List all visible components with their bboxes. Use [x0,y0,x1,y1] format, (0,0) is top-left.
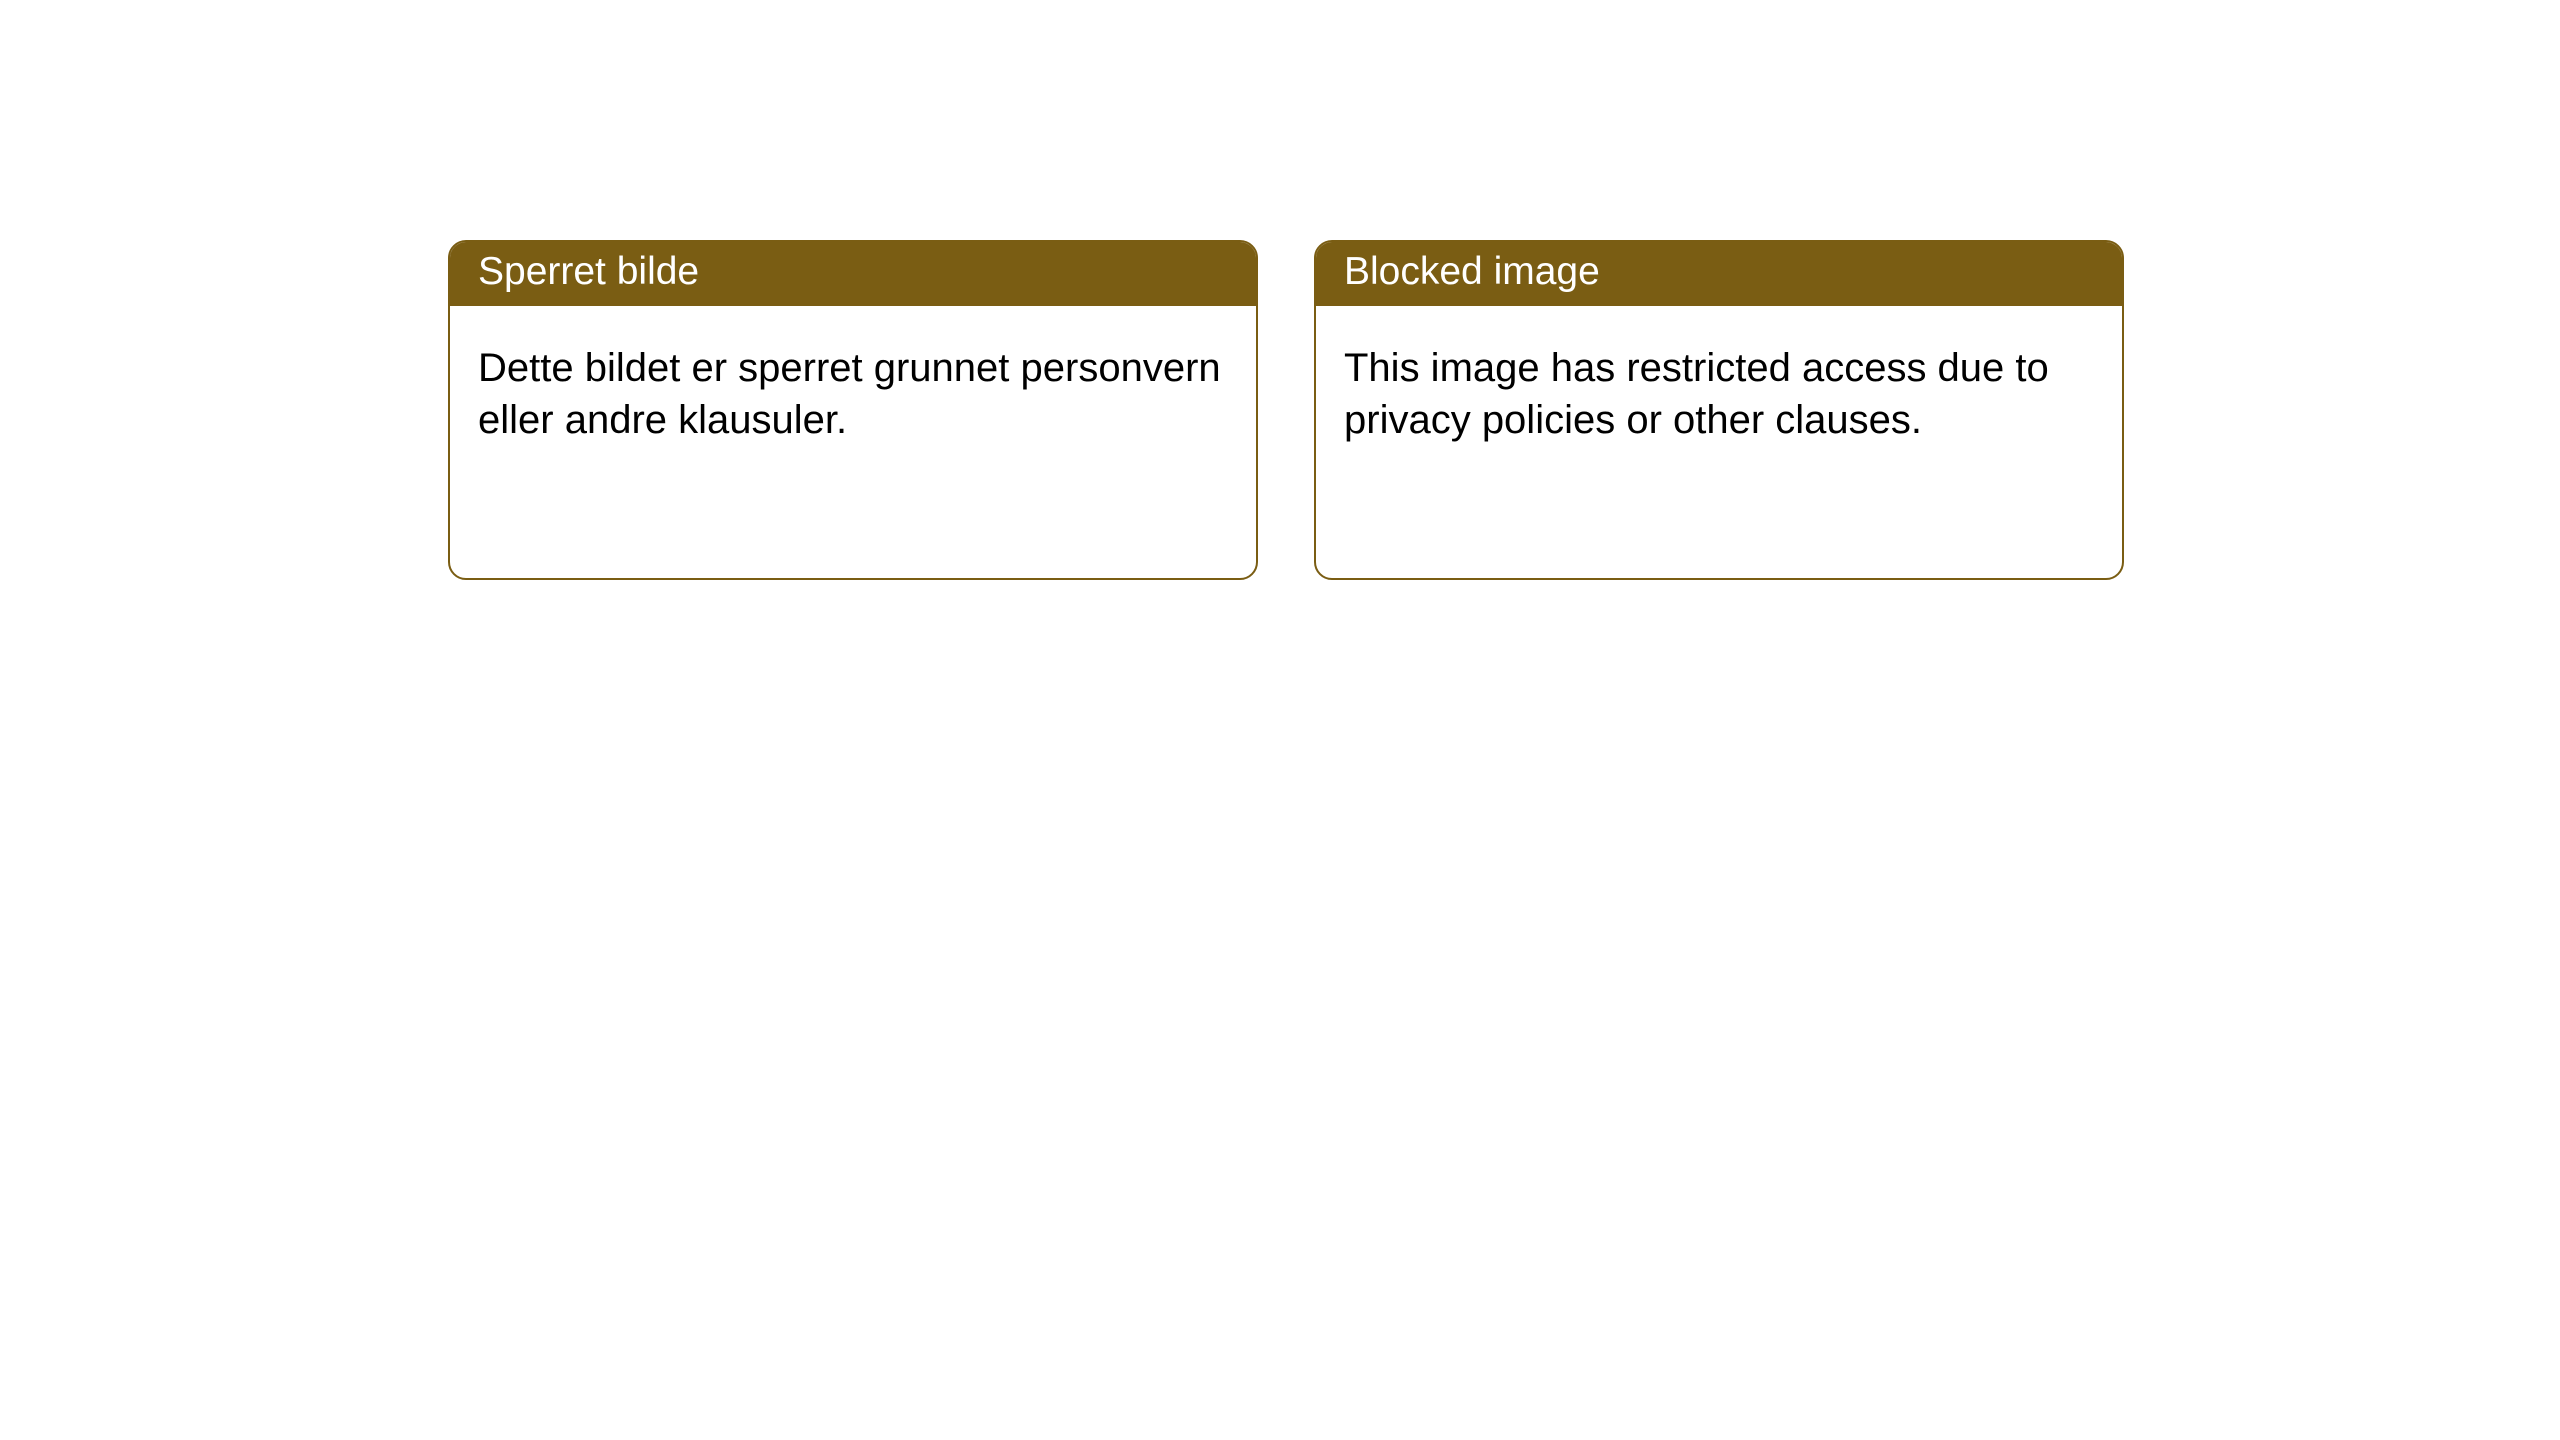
notice-container: Sperret bilde Dette bildet er sperret gr… [0,0,2560,580]
notice-header: Blocked image [1316,242,2122,306]
notice-card-english: Blocked image This image has restricted … [1314,240,2124,580]
notice-body: This image has restricted access due to … [1316,306,2122,482]
notice-body: Dette bildet er sperret grunnet personve… [450,306,1256,482]
notice-header: Sperret bilde [450,242,1256,306]
notice-card-norwegian: Sperret bilde Dette bildet er sperret gr… [448,240,1258,580]
